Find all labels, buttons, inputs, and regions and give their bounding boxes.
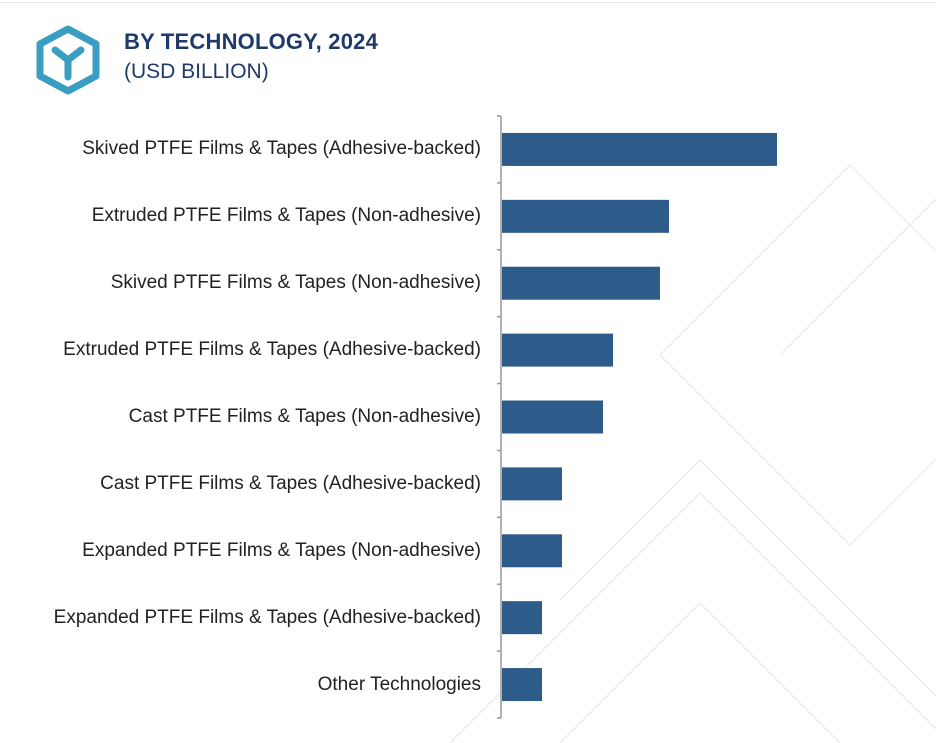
bar	[502, 400, 603, 434]
brand-logo-icon	[36, 25, 100, 95]
bar	[502, 333, 613, 367]
bar	[502, 601, 542, 635]
category-label: Extruded PTFE Films & Tapes (Adhesive-ba…	[63, 339, 481, 361]
category-label: Cast PTFE Films & Tapes (Adhesive-backed…	[100, 472, 481, 494]
category-axis	[497, 115, 502, 719]
category-label: Skived PTFE Films & Tapes (Non-adhesive)	[110, 272, 481, 294]
bar	[502, 132, 777, 166]
chart-title: BY TECHNOLOGY, 2024	[124, 29, 379, 54]
category-label: Cast PTFE Films & Tapes (Non-adhesive)	[128, 406, 481, 427]
category-label: Skived PTFE Films & Tapes (Adhesive-back…	[82, 138, 481, 160]
bar	[502, 199, 669, 233]
bar	[502, 266, 660, 300]
top-divider	[0, 2, 936, 3]
category-label: Expanded PTFE Films & Tapes (Adhesive-ba…	[53, 606, 481, 628]
bar	[502, 467, 562, 501]
category-label: Expanded PTFE Films & Tapes (Non-adhesiv…	[82, 539, 481, 561]
bar	[502, 668, 542, 702]
chart-subtitle: (USD BILLION)	[124, 60, 269, 83]
bar-series	[502, 132, 777, 702]
bar	[502, 534, 562, 568]
category-label: Other Technologies	[317, 673, 481, 695]
category-label: Extruded PTFE Films & Tapes (Non-adhesiv…	[91, 205, 481, 227]
